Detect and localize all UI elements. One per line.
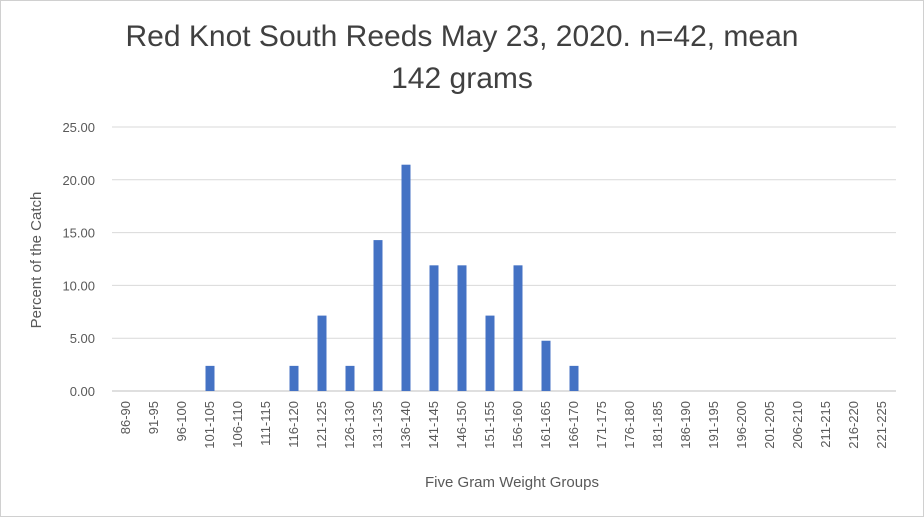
chart-title: Red Knot South Reeds May 23, 2020. n=42,… [0,16,924,100]
bar [485,315,495,391]
x-tick-label: 136-140 [398,401,413,449]
x-tick-label: 191-195 [706,401,721,449]
x-tick-label: 131-135 [370,401,385,449]
x-tick-label: 106-110 [230,401,245,448]
x-tick-label: 196-200 [734,401,749,449]
x-tick-label: 151-155 [482,401,497,449]
y-tick-label: 0.00 [70,384,95,399]
bar [205,365,215,391]
x-tick-label: 201-205 [762,401,777,449]
y-tick-label: 15.00 [62,226,95,241]
bar [541,340,551,391]
x-tick-label: 96-100 [174,401,189,441]
x-tick-label: 206-210 [790,401,805,449]
x-tick-label: 111-115 [258,401,273,446]
x-tick-label: 126-130 [342,401,357,449]
x-tick-label: 146-150 [454,401,469,449]
chart-title-line-2: 142 grams [391,62,533,95]
bar [289,365,299,391]
bar [317,315,327,391]
gridlines [112,126,896,392]
bar [513,265,523,391]
x-tick-label: 221-225 [874,401,889,449]
x-axis-title: Five Gram Weight Groups [425,474,599,491]
bar [345,365,355,391]
y-tick-label: 5.00 [70,331,95,346]
x-tick-label: 176-180 [622,401,637,449]
bar [457,265,467,391]
bars [205,164,579,391]
bar [429,265,439,391]
x-tick-label: 166-170 [566,401,581,449]
y-tick-label: 20.00 [62,173,95,188]
x-tick-label: 161-165 [538,401,553,449]
x-tick-label: 121-125 [314,401,329,449]
bar [373,240,383,391]
x-tick-label: 86-90 [118,401,133,434]
x-tick-label: 156-160 [510,401,525,449]
x-tick-label: 91-95 [146,401,161,434]
x-tick-label: 116-120 [286,401,301,448]
bar [401,164,411,391]
y-axis-title: Percent of the Catch [28,192,45,329]
x-axis-ticks: 86-90 91-95 96-100 101-105 106-110 111-115 116… [118,401,889,449]
y-tick-label: 25.00 [62,120,95,135]
x-tick-label: 141-145 [426,401,441,449]
x-tick-label: 171-175 [594,401,609,449]
y-axis-ticks: 0.00 5.00 10.00 15.00 20.00 25.00 [62,120,95,399]
chart-title-line-1: Red Knot South Reeds May 23, 2020. n=42,… [125,20,799,53]
bar [569,365,579,391]
x-tick-label: 216-220 [846,401,861,449]
y-tick-label: 10.00 [62,278,95,293]
x-tick-label: 186-190 [678,401,693,449]
x-tick-label: 101-105 [202,401,217,449]
x-tick-label: 181-185 [650,401,665,449]
x-tick-label: 211-215 [818,401,833,448]
